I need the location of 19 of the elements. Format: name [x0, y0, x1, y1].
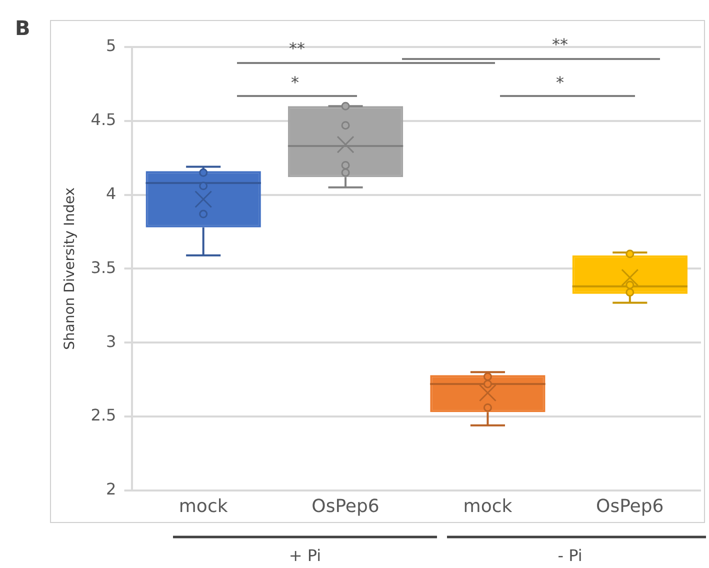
- text: B: [15, 16, 30, 40]
- y-axis-title: Shanon Diversity Index: [62, 188, 78, 350]
- annotation: *: [556, 73, 564, 92]
- x-tick-label: OsPep6: [596, 496, 664, 517]
- y-tick-label: 5: [106, 36, 116, 56]
- y-tick-label: 3.5: [90, 258, 116, 277]
- annotation: **: [552, 35, 568, 54]
- annotation: **: [289, 39, 305, 58]
- y-tick-label: 2: [106, 480, 116, 499]
- y-tick-label: 4.5: [90, 110, 116, 130]
- text: - Pi: [558, 546, 582, 566]
- text: + Pi: [288, 546, 322, 566]
- x-tick-label: mock: [463, 496, 513, 517]
- y-tick-label: 2.5: [90, 406, 116, 425]
- y-tick-label: 4: [106, 184, 116, 203]
- x-tick-label: OsPep6: [312, 496, 380, 517]
- x-tick-label: mock: [178, 496, 228, 517]
- y-tick-label: 3: [106, 332, 116, 351]
- annotation: *: [291, 73, 299, 92]
